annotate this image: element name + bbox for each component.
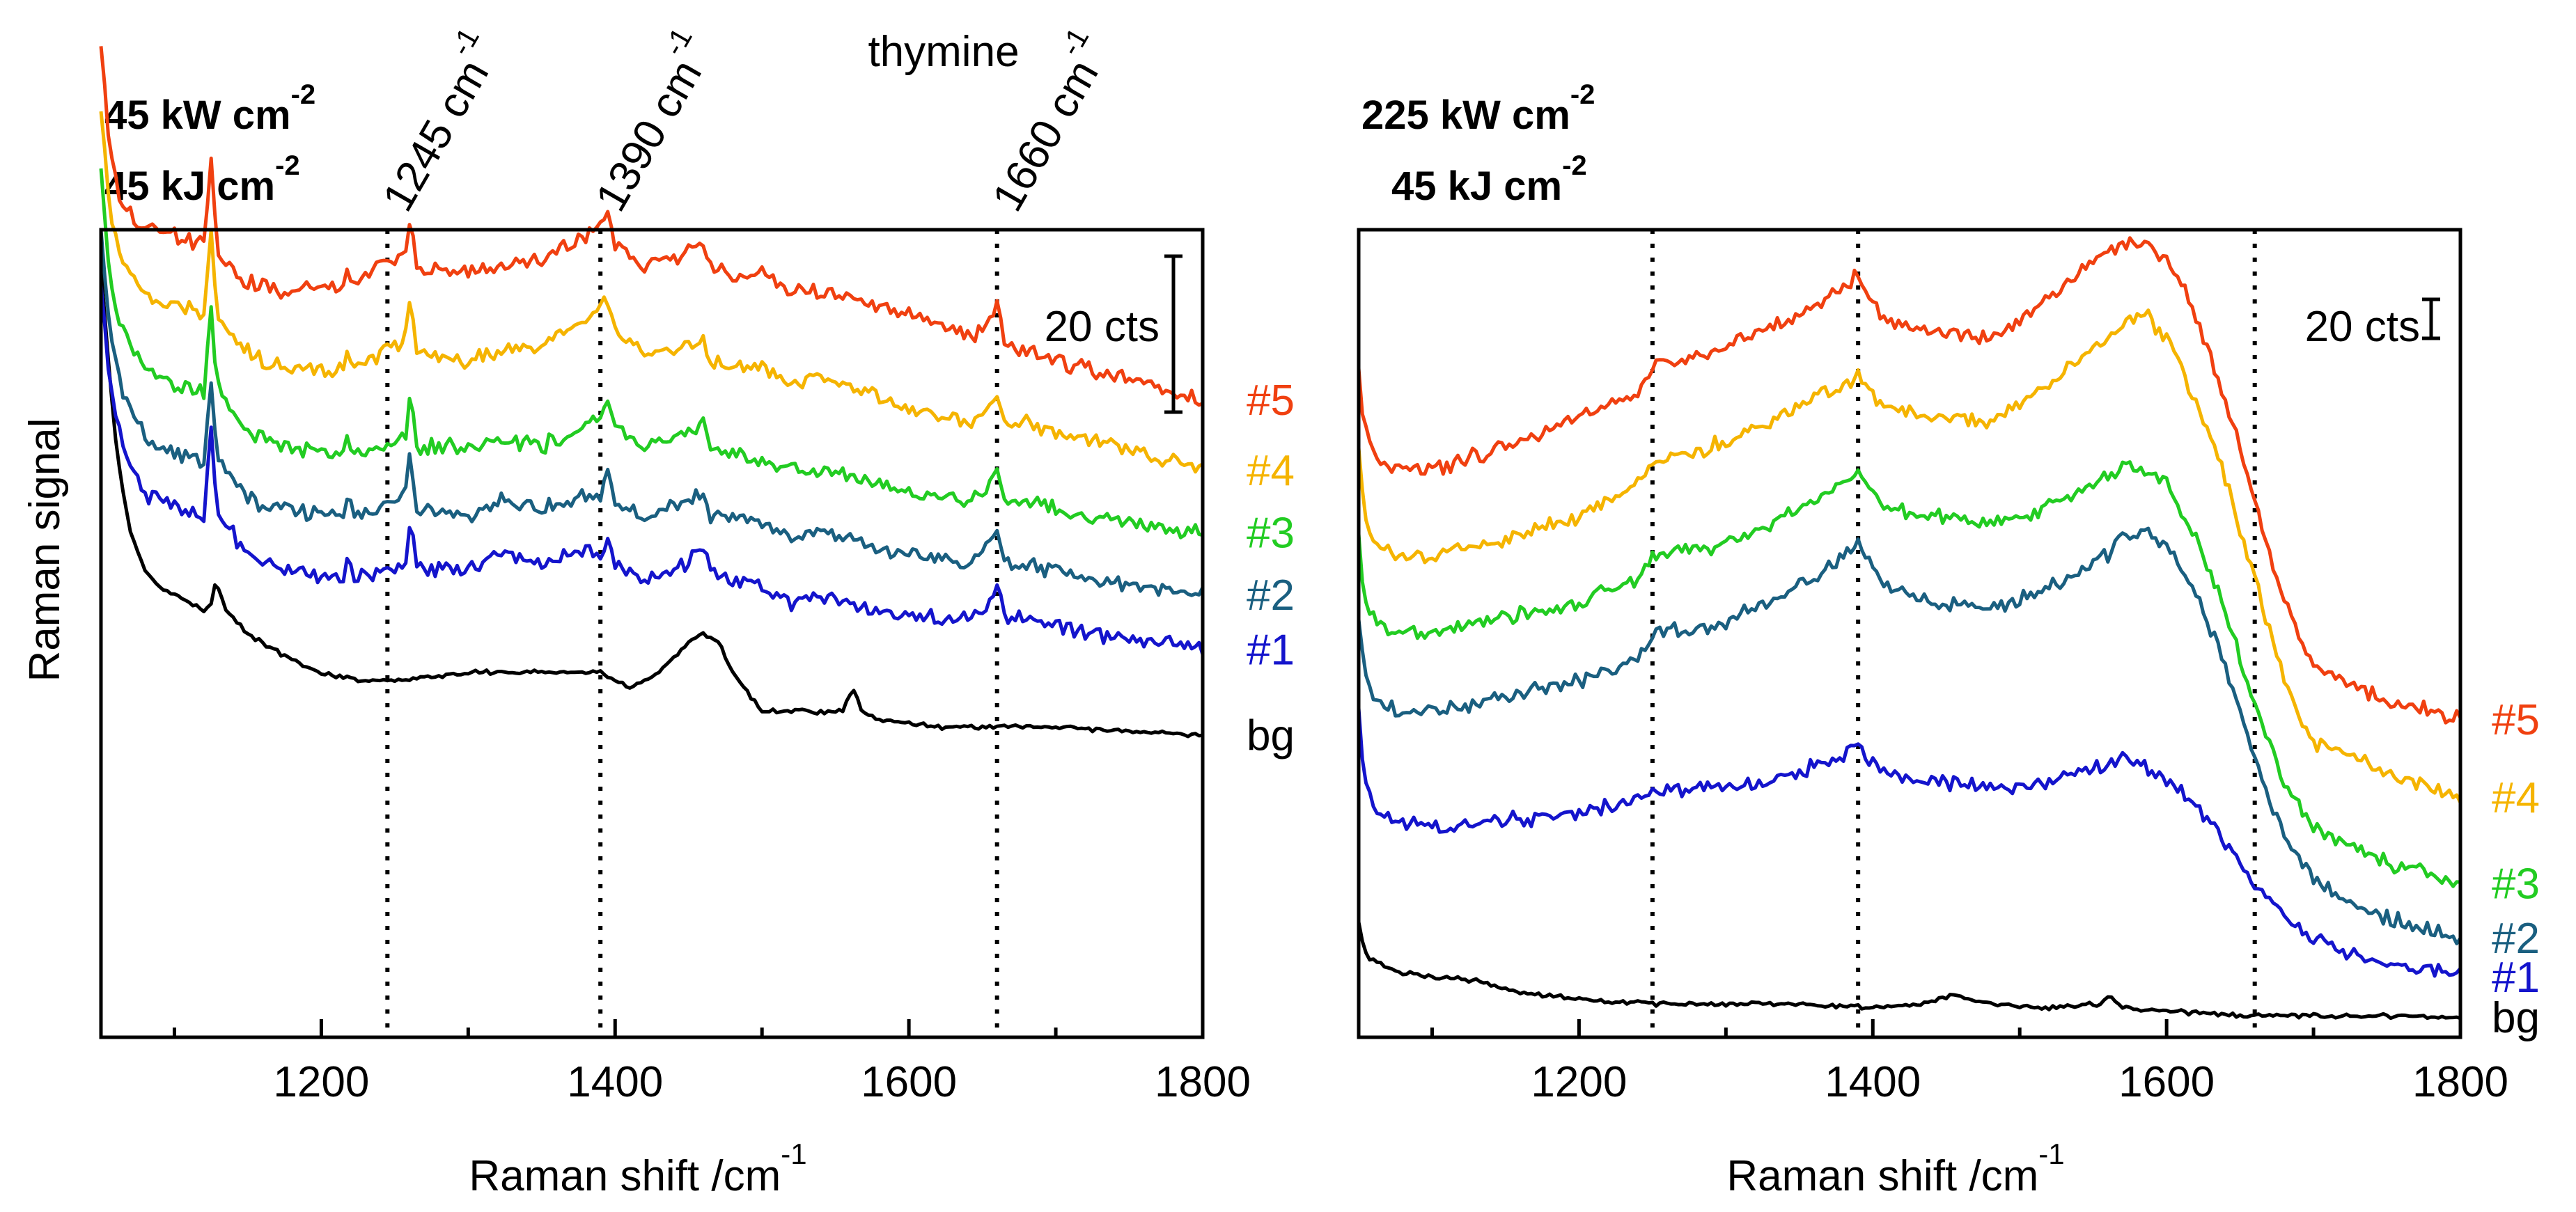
x-tick-label: 1400	[567, 1058, 663, 1106]
plot-frame	[99, 228, 1205, 1039]
series-line-n5	[1357, 236, 2462, 725]
series-label: bg	[2492, 994, 2540, 1042]
series-line-n2	[99, 230, 1205, 597]
scale-bar-label: 20 cts	[1045, 303, 1160, 351]
series-line-bg	[99, 268, 1203, 739]
series-line-n3	[1357, 460, 2461, 888]
figure-title: thymine	[868, 28, 1019, 76]
right-chart-panel: 225 kW cm-2 45 kJ cm-2 bg#1#2 #3 #4 #5 1200 140…	[1357, 79, 2540, 1200]
x-tick-label: 1800	[2412, 1058, 2508, 1106]
series-label: #1	[2492, 954, 2540, 1002]
series-line-bg	[1357, 922, 2461, 1021]
x-tick-label: 1600	[861, 1058, 957, 1106]
series-line-n1	[99, 284, 1205, 656]
x-axis-label: Raman shift /cm-1	[469, 1138, 806, 1200]
series-line-n4	[1357, 308, 2462, 803]
y-axis-label: Raman signal	[21, 418, 69, 682]
series-label: #1	[1247, 626, 1295, 674]
series-line-n2	[1357, 526, 2462, 945]
energy-density-label: 45 kJ cm-2	[1391, 150, 1587, 209]
power-density-label: 45 kW cm-2	[104, 79, 315, 138]
x-axis-label: Raman shift /cm-1	[1726, 1138, 2064, 1200]
x-tick-label: 1200	[273, 1058, 369, 1106]
energy-density-label: 45 kJ cm-2	[104, 150, 300, 209]
series-label: #2	[2492, 915, 2540, 963]
series-label: #2	[1247, 572, 1295, 620]
series-label: #5	[1247, 377, 1295, 425]
series-label: #3	[2492, 860, 2540, 908]
series-label: #5	[2492, 696, 2540, 744]
series-line-n4	[99, 111, 1204, 474]
power-density-label: 225 kW cm-2	[1361, 79, 1595, 138]
series-label: #3	[1247, 509, 1295, 557]
x-tick-label: 1200	[1531, 1058, 1627, 1106]
scale-bar-label: 20 cts	[2305, 303, 2420, 351]
series-line-n1	[1357, 708, 2462, 978]
x-tick-label: 1400	[1825, 1058, 1921, 1106]
plot-frame	[1357, 228, 2462, 1039]
series-label: bg	[1247, 712, 1295, 760]
series-label: #4	[1247, 447, 1295, 495]
x-tick-label: 1800	[1155, 1058, 1251, 1106]
series-line-n5	[99, 46, 1203, 407]
series-label: #4	[2492, 774, 2540, 822]
x-tick-label: 1600	[2118, 1058, 2215, 1106]
series-line-n3	[99, 168, 1203, 540]
